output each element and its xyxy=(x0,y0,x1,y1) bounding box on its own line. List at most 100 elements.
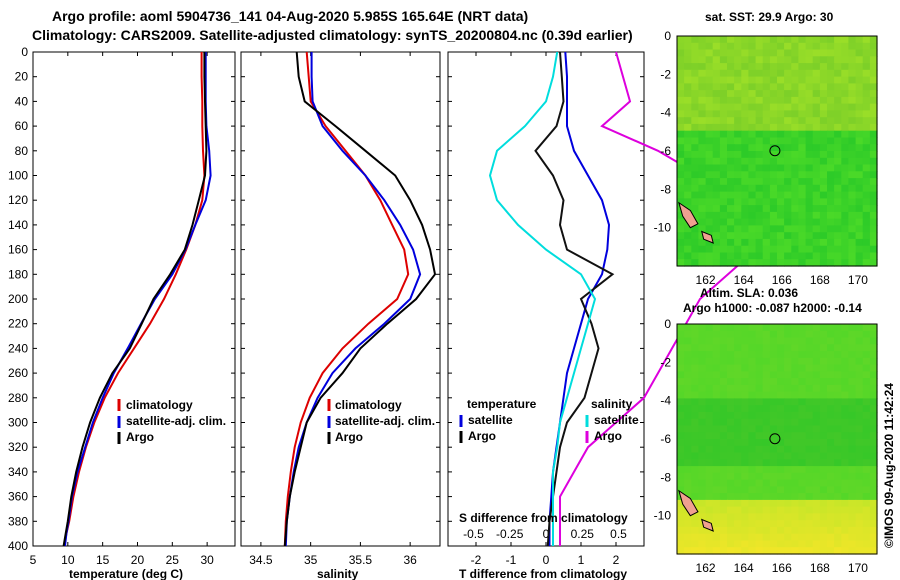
map-cell xyxy=(862,110,871,118)
map-cell xyxy=(741,130,749,139)
map-y-tick-label: -10 xyxy=(654,221,672,235)
map-cell xyxy=(727,479,735,487)
map-cell xyxy=(755,506,764,514)
map-cell xyxy=(719,164,728,172)
map-cell xyxy=(784,357,792,366)
map-cell xyxy=(762,164,771,172)
map-cell xyxy=(784,184,792,193)
map-cell xyxy=(827,151,835,159)
map-cell xyxy=(677,211,685,220)
map-cell xyxy=(812,184,821,193)
map-cell xyxy=(719,151,728,159)
map-cell xyxy=(691,211,699,220)
map-cell xyxy=(812,364,821,372)
map-cell xyxy=(777,76,785,84)
map-cell xyxy=(684,103,692,111)
map-cell xyxy=(769,418,778,427)
map-cell xyxy=(684,49,692,57)
map-cell xyxy=(755,56,764,64)
map-cell xyxy=(727,493,735,501)
map-cell xyxy=(698,330,707,339)
map-y-tick-label: -2 xyxy=(660,67,671,81)
map-cell xyxy=(705,252,714,260)
map-cell xyxy=(705,205,714,213)
map-cell xyxy=(862,191,871,199)
map-cell xyxy=(762,198,771,206)
map-cell xyxy=(698,459,707,467)
map-cell xyxy=(841,506,849,514)
map-cell xyxy=(691,513,699,521)
map-cell xyxy=(691,398,699,406)
map-cell xyxy=(869,184,878,193)
map-cell xyxy=(791,452,799,460)
map-cell xyxy=(727,526,735,535)
map-cell xyxy=(762,137,771,145)
map-cell xyxy=(727,466,735,474)
map-cell xyxy=(834,384,842,393)
map-cell xyxy=(869,330,878,339)
map-cell xyxy=(827,391,835,399)
map-cell xyxy=(798,337,807,345)
map-cell xyxy=(741,36,749,44)
map-cell xyxy=(705,493,714,501)
map-cell xyxy=(791,110,799,118)
map-cell xyxy=(741,445,749,454)
x-tick-label: 34.5 xyxy=(249,553,273,567)
map-cell xyxy=(848,218,857,226)
map-cell xyxy=(755,398,764,406)
map-cell xyxy=(777,432,785,440)
map-cell xyxy=(727,445,735,454)
map-cell xyxy=(848,439,857,447)
map-cell xyxy=(712,452,721,460)
map-cell xyxy=(848,117,857,125)
map-cell xyxy=(855,211,864,220)
map-cell xyxy=(834,164,842,172)
temperature-legend: climatology satellite-adj. clim. Argo xyxy=(117,398,226,444)
map-cell xyxy=(848,506,857,514)
map-cell xyxy=(734,83,742,91)
map-cell xyxy=(827,144,835,152)
map-cell xyxy=(819,445,828,454)
map-cell xyxy=(712,110,721,118)
map-cell xyxy=(784,344,792,352)
map-cell xyxy=(834,364,842,372)
map-cell xyxy=(705,36,714,44)
map-cell xyxy=(848,103,857,111)
map-cell xyxy=(812,144,821,152)
map-cell xyxy=(727,344,735,352)
map-cell xyxy=(719,405,728,413)
map-cell xyxy=(762,472,771,481)
map-cell xyxy=(855,191,864,199)
map-cell xyxy=(677,533,685,542)
map-cell xyxy=(677,472,685,481)
map-cell xyxy=(748,211,757,220)
map-cell xyxy=(834,371,842,379)
map-cell xyxy=(784,36,792,44)
map-cell xyxy=(784,439,792,447)
map-cell xyxy=(869,432,878,440)
map-cell xyxy=(784,178,792,186)
map-cell xyxy=(791,117,799,125)
map-cell xyxy=(834,351,842,359)
map-cell xyxy=(841,540,849,548)
map-cell xyxy=(719,259,728,267)
map-cell xyxy=(691,76,699,84)
map-cell xyxy=(698,76,707,84)
map-cell xyxy=(862,344,871,352)
map-cell xyxy=(855,378,864,386)
map-y-tick-label: 0 xyxy=(664,29,671,43)
sla-map-title-top: Altim. SLA: 0.036 xyxy=(700,286,798,300)
depth-tick-label: 340 xyxy=(8,465,28,479)
map-cell xyxy=(862,205,871,213)
map-cell xyxy=(827,117,835,125)
map-cell xyxy=(741,205,749,213)
map-cell xyxy=(862,259,871,267)
map-cell xyxy=(862,411,871,420)
map-cell xyxy=(748,238,757,247)
map-cell xyxy=(691,252,699,260)
map-cell xyxy=(819,364,828,372)
map-cell xyxy=(748,493,757,501)
map-cell xyxy=(719,211,728,220)
map-cell xyxy=(841,486,849,494)
map-cell xyxy=(812,418,821,427)
